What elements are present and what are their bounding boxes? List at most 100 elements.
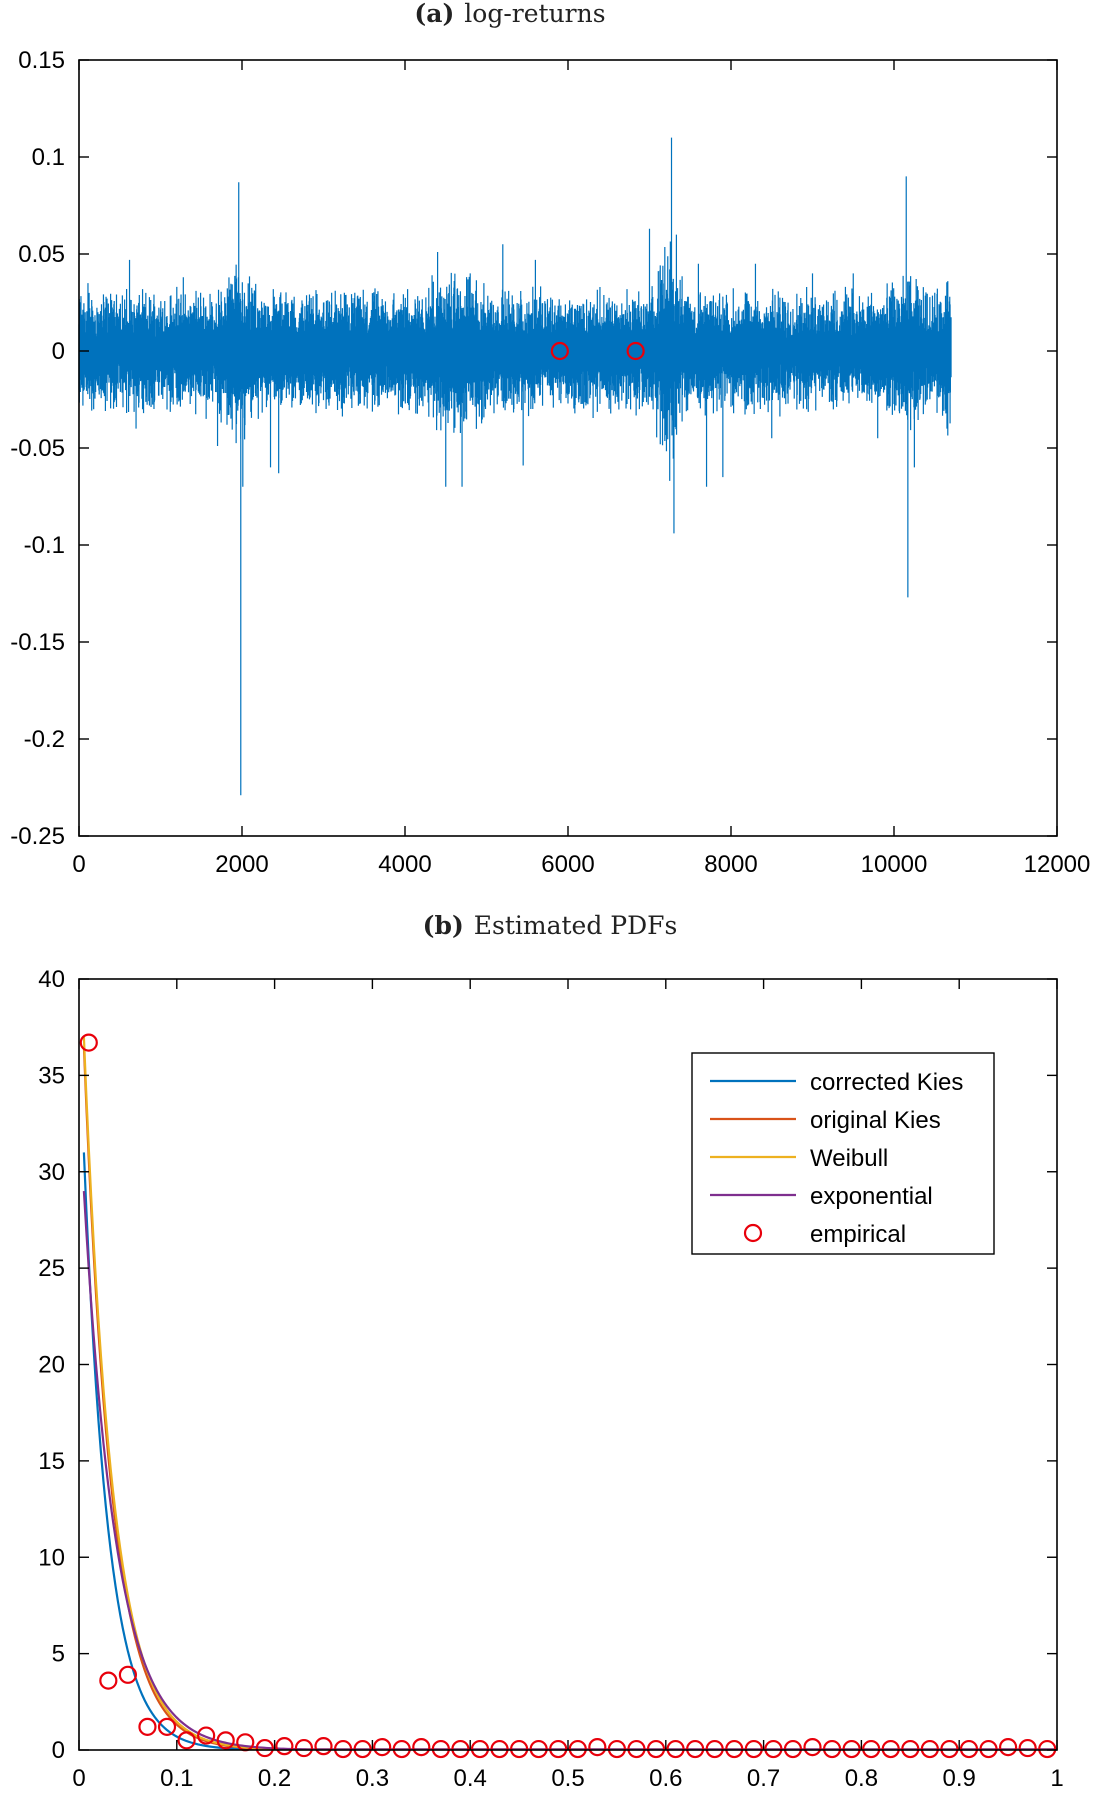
x-tick-label: 6000 [541,851,594,878]
y-tick-label: 0 [52,1737,65,1764]
y-tick-label: 20 [38,1352,65,1379]
empirical-point [138,1717,157,1736]
empirical-point [294,1738,314,1758]
empirical-point [901,1739,920,1759]
empirical-point [314,1737,333,1756]
empirical-point [979,1739,998,1759]
empirical-point [79,1033,98,1052]
log-returns-line [78,137,952,796]
x-tick-label: 0.9 [943,1765,976,1792]
x-tick-label: 0.2 [258,1765,291,1792]
empirical-point [157,1717,177,1736]
y-tick-label: -0.05 [10,435,65,462]
empirical-point [803,1738,822,1757]
empirical-point [99,1671,118,1690]
y-tick-label: -0.25 [10,823,65,850]
empirical-point [1018,1738,1037,1758]
x-tick-label: 8000 [704,851,757,878]
panel-a-title: (a) log-returns [414,0,605,28]
empirical-point [549,1739,568,1759]
empirical-point [490,1739,509,1759]
panel-a-title-text: log-returns [464,0,605,28]
empirical-point [783,1739,803,1759]
x-tick-label: 10000 [861,851,928,878]
y-tick-label: 35 [38,1062,65,1089]
x-tick-label: 0 [72,1765,85,1792]
y-tick-label: 5 [52,1641,65,1668]
y-tick-label: -0.2 [24,726,65,753]
empirical-point [881,1739,900,1759]
empirical-point [431,1739,450,1759]
empirical-point [725,1739,744,1759]
y-tick-label: 0 [52,338,65,365]
empirical-point [118,1665,138,1684]
legend-entry-empirical: empirical [743,1221,906,1248]
y-tick-label: -0.1 [24,532,65,559]
panel-b-title-text: Estimated PDFs [474,911,678,940]
empirical-point [177,1731,196,1750]
empirical-point [842,1739,861,1759]
empirical-point [822,1739,842,1759]
y-tick-label: 0.15 [18,47,65,74]
empirical-point [275,1737,294,1756]
x-tick-label: 0.6 [649,1765,682,1792]
x-tick-label: 12000 [1024,851,1091,878]
empirical-point [940,1739,959,1759]
panel-b-ticks: 0 0.1 0.2 0.3 0.4 0.5 0.6 0.7 0.8 0.9 105101520253… [38,966,1063,1792]
legend-label: corrected Kies [810,1069,963,1096]
x-tick-label: 4000 [378,851,431,878]
empirical-point [627,1739,646,1759]
empirical-point [197,1726,216,1745]
empirical-point [392,1739,411,1759]
empirical-point [744,1739,763,1759]
empirical-point [607,1739,627,1759]
empirical-point [509,1739,529,1759]
panel-a-title-tag: (a) [414,0,454,28]
panel-a-ticks: 0 2000 4000 6000 8000 10000 12000 -0.25 -0.2 -0.1… [10,47,1090,878]
y-tick-label: -0.15 [10,629,65,656]
empirical-point [216,1731,235,1750]
empirical-point [705,1739,724,1759]
x-tick-label: 0.4 [454,1765,487,1792]
x-tick-label: 0.5 [551,1765,584,1792]
panel-b-legend: corrected Kies original Kies Weibull expone… [691,1052,995,1255]
empirical-point [333,1739,353,1759]
empirical-point [1038,1739,1057,1759]
x-tick-label: 0.8 [845,1765,878,1792]
y-tick-label: 40 [38,966,65,993]
empirical-point [255,1738,274,1758]
panel-b-estimated-pdfs: (b) Estimated PDFs 0 0.1 0.2 0.3 0.4 0.5 0.6 0.7… [38,911,1063,1792]
panel-b-title: (b) Estimated PDFs [423,911,678,940]
x-tick-label: 0.7 [747,1765,780,1792]
empirical-point [920,1739,939,1759]
empirical-point [646,1739,666,1759]
x-tick-label: 0.3 [356,1765,389,1792]
empirical-point [470,1739,490,1759]
empirical-point [529,1739,548,1759]
empirical-point [451,1739,470,1759]
empirical-point [588,1738,607,1757]
empirical-point [353,1739,372,1759]
empirical-point [568,1739,587,1759]
legend-entry-original-kies: original Kies [710,1107,941,1134]
empirical-point [373,1738,392,1757]
marker-point-0 [550,341,569,361]
panel-a-log-returns: (a) log-returns 0 2000 4000 6000 8000 10000 120… [10,0,1090,878]
y-tick-label: 15 [38,1448,65,1475]
empirical-point [862,1739,881,1759]
legend-label: exponential [810,1183,933,1210]
empirical-point [412,1738,431,1757]
x-tick-label: 2000 [215,851,268,878]
legend-label: original Kies [810,1107,941,1134]
legend-entry-weibull: Weibull [710,1145,888,1172]
y-tick-label: 10 [38,1544,65,1571]
y-tick-label: 25 [38,1255,65,1282]
legend-box [691,1052,995,1255]
panel-a-axes-frame [78,59,1058,837]
marker-point-1 [626,341,645,361]
empirical-point [959,1739,979,1759]
empirical-point [686,1739,705,1759]
panel-a-series [78,137,952,796]
y-tick-label: 0.1 [32,144,65,171]
